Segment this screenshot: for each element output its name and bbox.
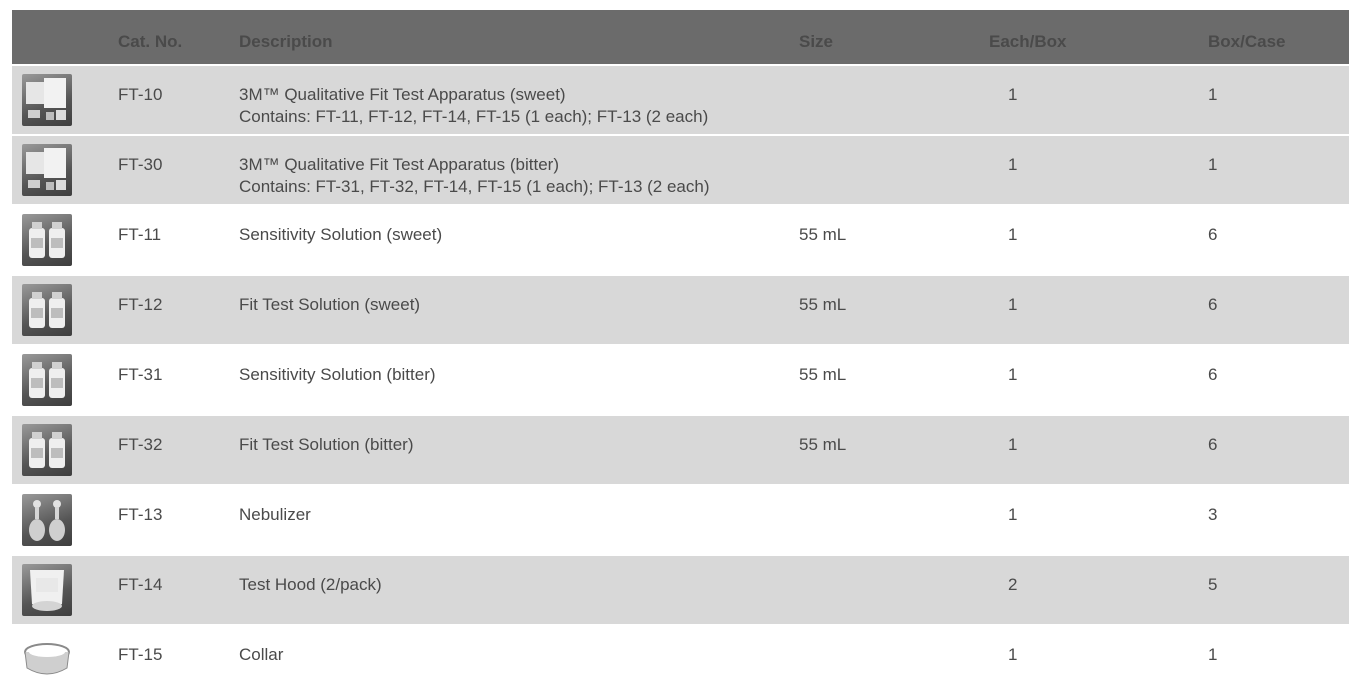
each-box: 1 xyxy=(1008,225,1018,244)
header-cat-no: Cat. No. xyxy=(118,32,183,51)
cat-no: FT-32 xyxy=(118,435,163,454)
description-contents: Contains: FT-11, FT-12, FT-14, FT-15 (1 … xyxy=(239,107,709,126)
box-case: 3 xyxy=(1208,505,1218,524)
box-case: 6 xyxy=(1208,295,1218,314)
cat-no: FT-11 xyxy=(118,225,162,244)
solution-bottles-icon xyxy=(22,214,72,266)
description: Fit Test Solution (sweet) xyxy=(239,295,421,314)
table-header: Cat. No. Description Size Each/Box Box/C… xyxy=(12,10,1349,66)
header-each-box: Each/Box xyxy=(989,32,1067,51)
box-case: 6 xyxy=(1208,435,1218,454)
description-line: 3M™ Qualitative Fit Test Apparatus (bitt… xyxy=(239,155,559,174)
cat-no: FT-14 xyxy=(118,575,163,594)
description: Collar xyxy=(239,645,284,664)
product-table: Cat. No. Description Size Each/Box Box/C… xyxy=(12,10,1349,696)
cat-no: FT-13 xyxy=(118,505,163,524)
description: Sensitivity Solution (bitter) xyxy=(239,365,436,384)
box-case: 1 xyxy=(1208,645,1218,664)
table-row: FT-14 Test Hood (2/pack) 2 5 xyxy=(12,556,1349,626)
cat-no: FT-10 xyxy=(118,85,163,104)
header-description: Description xyxy=(239,32,333,51)
box-case: 1 xyxy=(1208,85,1218,104)
each-box: 1 xyxy=(1008,435,1018,454)
each-box: 1 xyxy=(1008,85,1018,104)
table-row: FT-10 3M™ Qualitative Fit Test Apparatus… xyxy=(12,66,1349,136)
solution-bottles-icon xyxy=(22,424,72,476)
description: 3M™ Qualitative Fit Test Apparatus (bitt… xyxy=(239,154,710,198)
table-row: FT-11 Sensitivity Solution (sweet) 55 mL… xyxy=(12,206,1349,276)
box-case: 6 xyxy=(1208,365,1218,384)
header-box-case: Box/Case xyxy=(1208,32,1286,51)
each-box: 1 xyxy=(1008,295,1018,314)
collar-icon xyxy=(22,634,72,686)
solution-bottles-icon xyxy=(22,354,72,406)
table-row: FT-32 Fit Test Solution (bitter) 55 mL 1… xyxy=(12,416,1349,486)
description-line: 3M™ Qualitative Fit Test Apparatus (swee… xyxy=(239,85,566,104)
fit-test-kit-icon xyxy=(22,144,72,196)
size: 55 mL xyxy=(799,295,847,314)
table-row: FT-13 Nebulizer 1 3 xyxy=(12,486,1349,556)
cat-no: FT-30 xyxy=(118,155,163,174)
description: Nebulizer xyxy=(239,505,311,524)
size: 55 mL xyxy=(799,225,847,244)
each-box: 1 xyxy=(1008,505,1018,524)
each-box: 1 xyxy=(1008,645,1018,664)
nebulizer-icon xyxy=(22,494,72,546)
test-hood-icon xyxy=(22,564,72,616)
header-size: Size xyxy=(799,32,834,51)
box-case: 1 xyxy=(1208,155,1218,174)
box-case: 5 xyxy=(1208,575,1218,594)
cat-no: FT-12 xyxy=(118,295,163,314)
table-row: FT-12 Fit Test Solution (sweet) 55 mL 1 … xyxy=(12,276,1349,346)
description: Sensitivity Solution (sweet) xyxy=(239,225,443,244)
size: 55 mL xyxy=(799,435,847,454)
each-box: 1 xyxy=(1008,155,1018,174)
cat-no: FT-15 xyxy=(118,645,163,664)
each-box: 2 xyxy=(1008,575,1018,594)
cat-no: FT-31 xyxy=(118,365,163,384)
table-row: FT-30 3M™ Qualitative Fit Test Apparatus… xyxy=(12,136,1349,206)
description: Test Hood (2/pack) xyxy=(239,575,382,594)
description: 3M™ Qualitative Fit Test Apparatus (swee… xyxy=(239,84,708,128)
size: 55 mL xyxy=(799,365,847,384)
fit-test-kit-icon xyxy=(22,74,72,126)
table-row: FT-31 Sensitivity Solution (bitter) 55 m… xyxy=(12,346,1349,416)
description: Fit Test Solution (bitter) xyxy=(239,435,414,454)
solution-bottles-icon xyxy=(22,284,72,336)
box-case: 6 xyxy=(1208,225,1218,244)
table-row: FT-15 Collar 1 1 xyxy=(12,626,1349,696)
each-box: 1 xyxy=(1008,365,1018,384)
description-contents: Contains: FT-31, FT-32, FT-14, FT-15 (1 … xyxy=(239,177,710,196)
